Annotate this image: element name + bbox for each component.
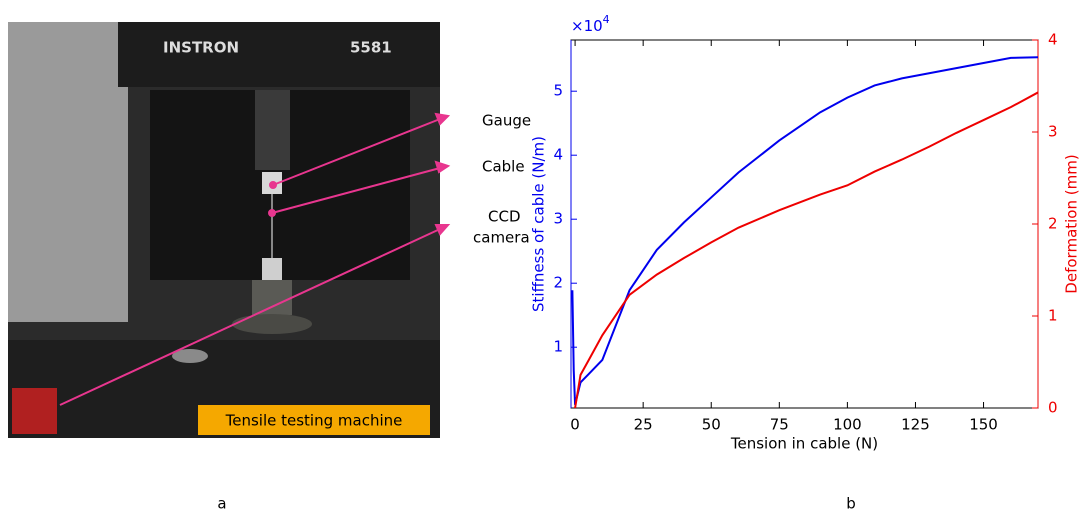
machine-brand: INSTRON bbox=[163, 39, 239, 57]
x-tick-label: 150 bbox=[969, 416, 998, 434]
y2-axis-label: Deformation (mm) bbox=[1063, 154, 1081, 293]
caption-box bbox=[198, 405, 430, 435]
data-line bbox=[574, 91, 1039, 409]
panel-label: b bbox=[846, 495, 856, 513]
arrow bbox=[59, 228, 441, 406]
panel-label: a bbox=[217, 495, 226, 513]
photo: INSTRON 5581 Tensile testing machine Gau… bbox=[8, 22, 531, 513]
upper-grip bbox=[255, 90, 290, 170]
x-tick-label: 100 bbox=[833, 416, 862, 434]
photo-caption: Tensile testing machine bbox=[225, 412, 403, 430]
y-tick-label: 3 bbox=[553, 210, 563, 228]
arrowhead bbox=[434, 160, 451, 174]
callout-dot bbox=[268, 209, 276, 217]
lower-block bbox=[262, 258, 282, 280]
x-axis-label: Tension in cable (N) bbox=[730, 435, 878, 453]
multiplier-base: ×10 bbox=[571, 17, 603, 35]
x-tick-label: 25 bbox=[634, 416, 653, 434]
ccd-camera bbox=[12, 388, 57, 434]
y-axis-label: Stiffness of cable (N/m) bbox=[530, 136, 548, 312]
y2-tick-label: 1 bbox=[1048, 307, 1058, 325]
callout-label: camera bbox=[473, 229, 530, 247]
callout-dot bbox=[269, 181, 277, 189]
callout-label: Gauge bbox=[482, 112, 531, 130]
y2-tick-label: 0 bbox=[1048, 399, 1058, 417]
x-tick-label: 125 bbox=[901, 416, 930, 434]
y2-tick-label: 3 bbox=[1048, 123, 1058, 141]
data-line bbox=[571, 56, 1039, 406]
y-multiplier: ×104 bbox=[571, 13, 610, 35]
lower-grip bbox=[252, 280, 292, 315]
tape-roll bbox=[172, 349, 208, 363]
y2-tick-label: 4 bbox=[1048, 31, 1058, 49]
arrowhead bbox=[434, 112, 451, 126]
arrow bbox=[272, 118, 441, 186]
callout-label: CCD bbox=[488, 208, 521, 226]
arrow bbox=[271, 167, 441, 214]
callout-label: Cable bbox=[482, 158, 525, 176]
y-tick-label: 1 bbox=[553, 338, 563, 356]
plot-frame bbox=[570, 39, 1039, 409]
machine-frame bbox=[8, 22, 128, 322]
base-plate bbox=[232, 314, 312, 334]
y-tick-label: 2 bbox=[553, 274, 563, 292]
y2-tick-label: 2 bbox=[1048, 215, 1058, 233]
x-tick-label: 75 bbox=[770, 416, 789, 434]
y-tick-label: 4 bbox=[553, 146, 563, 164]
machine-head bbox=[118, 22, 440, 87]
callout-arrows bbox=[59, 112, 451, 406]
arrowhead bbox=[434, 224, 451, 236]
y-tick-label: 5 bbox=[553, 82, 563, 100]
machine-model: 5581 bbox=[350, 39, 392, 57]
x-tick-label: 50 bbox=[702, 416, 721, 434]
x-tick-label: 0 bbox=[570, 416, 580, 434]
multiplier-exponent: 4 bbox=[603, 13, 610, 26]
